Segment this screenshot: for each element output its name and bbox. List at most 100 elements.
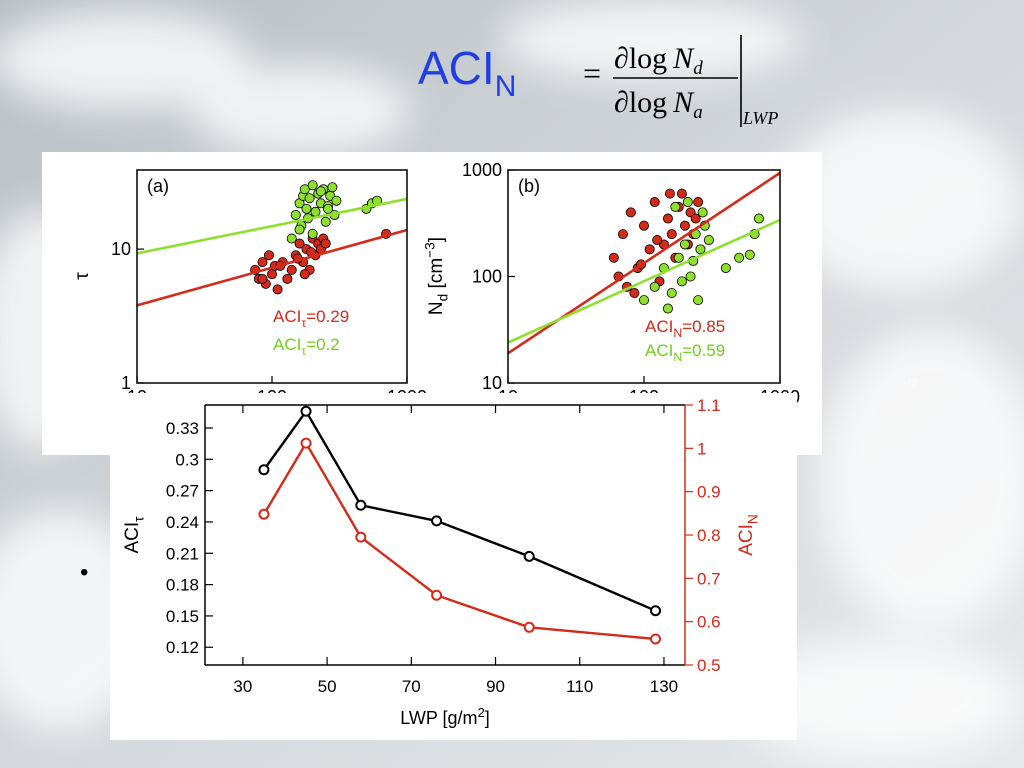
y-tick-label: 0.18 — [166, 576, 199, 595]
fit-line — [136, 197, 408, 255]
point — [331, 195, 342, 206]
y-tick-label: 10 — [482, 373, 502, 393]
y2-tick-label: 0.6 — [697, 613, 721, 632]
point — [290, 209, 301, 220]
point — [282, 273, 293, 284]
y2-tick-label: 0.5 — [697, 656, 721, 675]
point — [662, 213, 673, 224]
point — [327, 182, 338, 193]
bullet: • — [80, 559, 88, 586]
point — [666, 287, 677, 298]
y-axis-label-part: [cm — [426, 258, 447, 294]
formula-sub: d — [693, 58, 703, 79]
marker — [650, 633, 662, 645]
point — [720, 263, 731, 274]
y-tick-label: 1000 — [462, 160, 502, 180]
point — [639, 295, 650, 306]
y-tick-label: 0.12 — [166, 638, 199, 657]
point — [257, 273, 268, 284]
y2-axis-label: ACIN — [736, 514, 761, 556]
title-main: ACI — [418, 42, 495, 94]
point — [294, 238, 305, 249]
y2-tick-label: 0.8 — [697, 526, 721, 545]
x-tick-label: 90 — [486, 677, 505, 696]
point — [301, 203, 312, 214]
point — [744, 249, 755, 260]
point — [693, 295, 704, 306]
x-tick-label: 110 — [566, 677, 593, 696]
formula-cond: LWP — [742, 108, 778, 128]
point — [676, 276, 687, 287]
point — [299, 269, 310, 280]
point — [682, 197, 693, 208]
formula-den: ∂log Na — [614, 86, 703, 123]
x-axis-label-part: ] — [485, 708, 490, 728]
annotation: ACIN=0.59 — [645, 341, 725, 364]
point — [315, 186, 326, 197]
annotation-part: τ — [301, 344, 306, 358]
point — [652, 235, 663, 246]
point — [307, 180, 318, 191]
point — [676, 188, 687, 199]
y-axis-label-part: ACI — [122, 522, 143, 554]
y-tick-label: 10 — [111, 239, 131, 259]
point — [320, 238, 331, 249]
series-line — [262, 409, 656, 612]
point — [685, 271, 696, 282]
point — [257, 257, 268, 268]
x-axis-label-part: 2 — [478, 705, 485, 720]
annotation-part: τ — [301, 316, 306, 330]
x-tick-label: 30 — [233, 677, 252, 696]
annotation-part: ACI — [273, 335, 301, 354]
marker — [523, 621, 535, 633]
point — [263, 250, 274, 261]
marker — [650, 605, 662, 617]
y-tick-label: 0.24 — [166, 513, 199, 532]
fit-line — [136, 228, 408, 307]
title-sub: N — [495, 70, 517, 103]
annotation-part: ACI — [273, 307, 301, 326]
panel-label: (a) — [147, 176, 169, 196]
y-axis-label-part: τ — [132, 516, 147, 522]
point — [693, 197, 704, 208]
point — [662, 303, 673, 314]
formula-eq: = — [583, 55, 601, 91]
y-axis-label-part: −3 — [422, 242, 437, 258]
formula-var: N — [672, 42, 695, 75]
annotation-part: =0.29 — [306, 307, 349, 326]
y-tick-label: 100 — [472, 267, 502, 287]
x-tick-label: 130 — [650, 677, 678, 696]
x-axis-label: LWP [g/m2] — [400, 705, 490, 728]
formula-var: N — [672, 86, 695, 119]
annotation: ACIτ=0.2 — [273, 335, 340, 358]
marker — [355, 531, 367, 543]
y-axis-label-part: d — [436, 294, 451, 302]
annotation: ACIN=0.85 — [645, 317, 725, 340]
y-axis-label: ACIτ — [122, 516, 147, 554]
point — [286, 233, 297, 244]
y-axis-label: τ — [72, 272, 93, 280]
marker — [431, 515, 443, 527]
fit-line — [507, 218, 781, 344]
point — [286, 264, 297, 275]
point — [673, 252, 684, 263]
point — [323, 203, 334, 214]
marker — [258, 464, 270, 476]
formula-sub: a — [693, 102, 703, 123]
point — [608, 252, 619, 263]
y-tick-label: 0.15 — [166, 607, 199, 626]
annotation-part: N — [673, 326, 682, 340]
point — [690, 213, 701, 224]
y2-tick-label: 0.7 — [697, 569, 721, 588]
panel-label: (b) — [518, 176, 540, 196]
annotation: ACIτ=0.29 — [273, 307, 349, 330]
point — [695, 244, 706, 255]
y-axis-label: Nd [cm−3] — [422, 237, 450, 315]
y-axis-label-part: ] — [426, 237, 447, 242]
annotation-part: =0.59 — [682, 341, 725, 360]
point — [304, 193, 315, 204]
point — [703, 235, 714, 246]
point — [679, 220, 690, 231]
